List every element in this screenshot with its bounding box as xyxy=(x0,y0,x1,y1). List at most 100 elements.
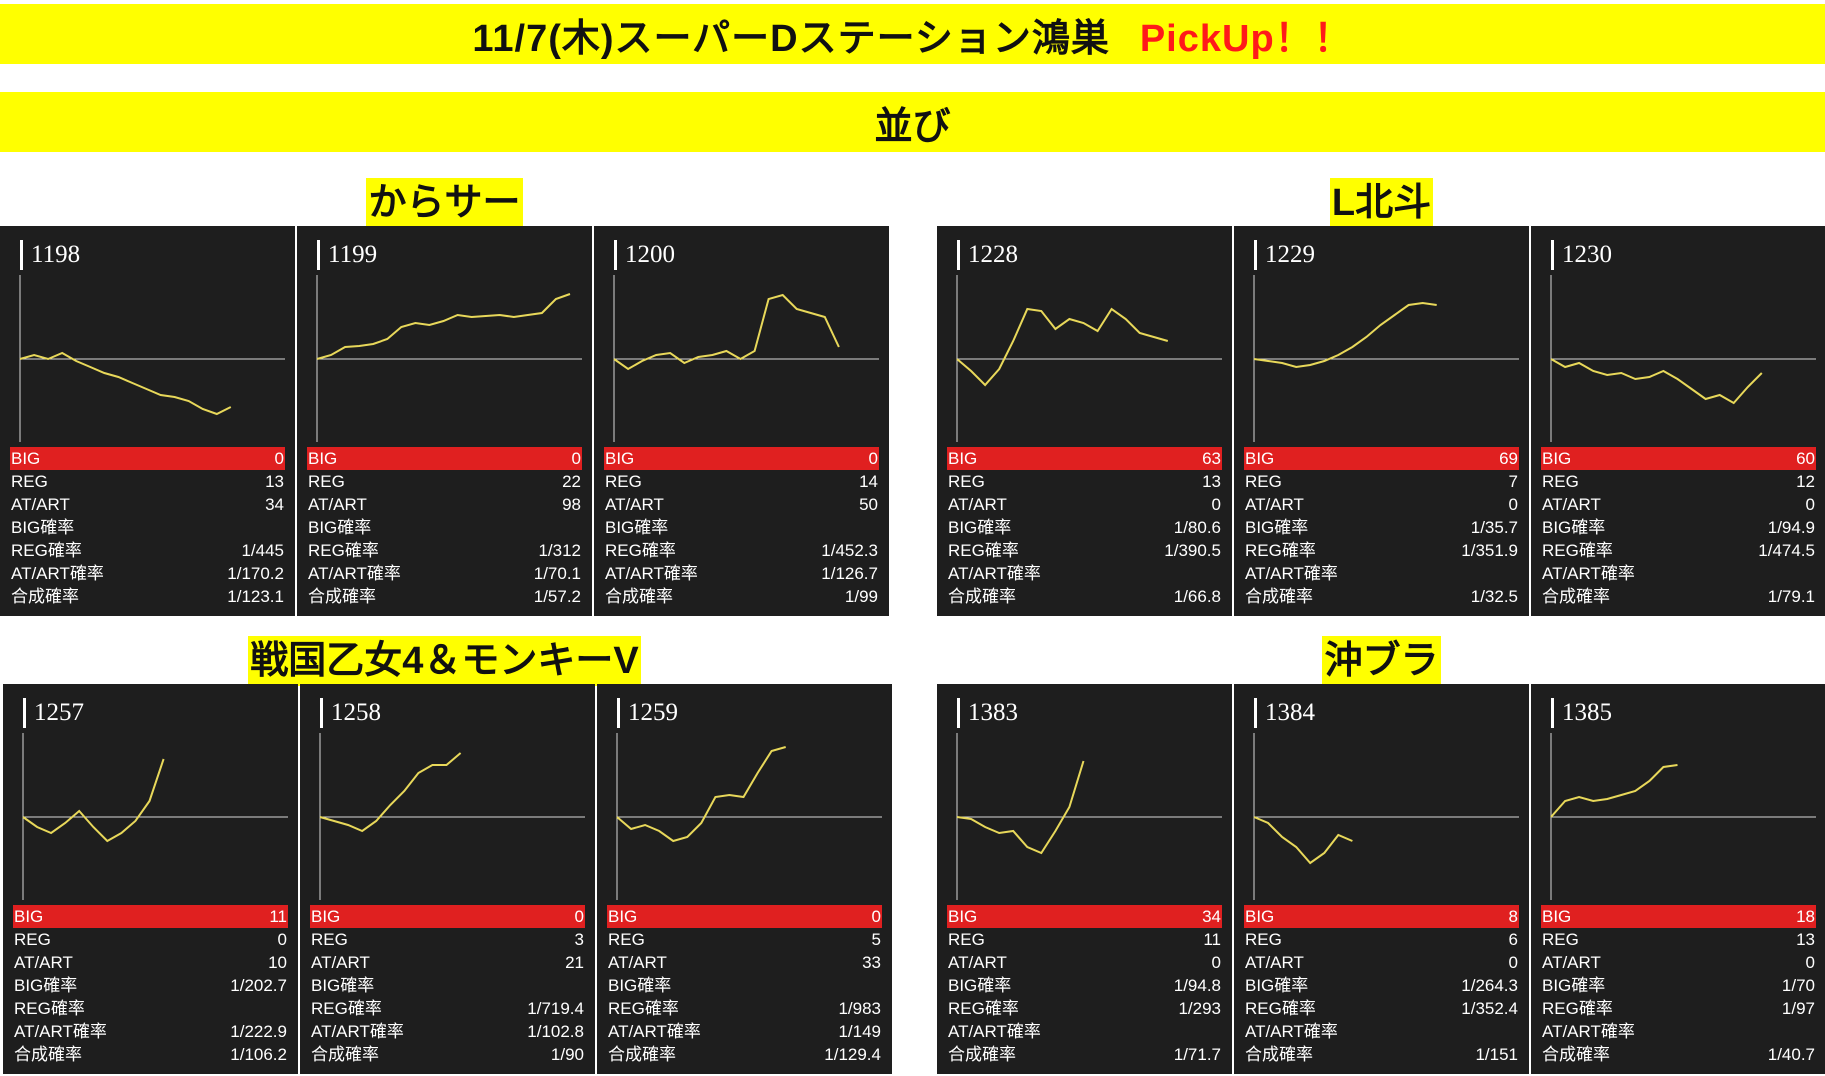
stat-row: BIG 34 xyxy=(947,905,1222,928)
stat-row: BIG確率 1/35.7 xyxy=(1244,516,1519,539)
slump-graph xyxy=(616,733,882,900)
stat-label: AT/ART xyxy=(1245,953,1304,972)
slump-line xyxy=(1550,764,1678,818)
stat-label: AT/ART確率 xyxy=(311,1022,404,1041)
stat-value: 1/106.2 xyxy=(230,1045,287,1064)
stat-value: 34 xyxy=(1202,907,1221,926)
machine-panel[interactable]: 1257 BIG 11 REG 0 AT/ART 10 BIG確率 1/202.7 REG確率 AT… xyxy=(3,684,298,1074)
stat-label: BIG xyxy=(308,449,338,468)
stat-label: AT/ART確率 xyxy=(605,564,698,583)
slump-line xyxy=(613,293,840,371)
stat-label: 合成確率 xyxy=(605,587,673,606)
machine-panel[interactable]: 1258 BIG 0 REG 3 AT/ART 21 BIG確率 REG確率 1/719.4 AT/… xyxy=(300,684,595,1074)
stat-label: REG確率 xyxy=(608,999,679,1018)
stat-label: AT/ART xyxy=(11,495,70,514)
stat-label: 合成確率 xyxy=(11,587,79,606)
stat-value: 0 xyxy=(277,930,287,949)
stat-label: 合成確率 xyxy=(948,587,1016,606)
header-banner: 11/7(木)スーパーDステーション鴻巣 PickUp！！ xyxy=(0,4,1825,64)
stat-value: 1/149 xyxy=(838,1022,881,1041)
stat-row: BIG確率 xyxy=(307,516,582,539)
stat-label: AT/ART xyxy=(14,953,73,972)
slump-graph xyxy=(22,733,288,900)
stat-value: 1/90 xyxy=(550,1045,584,1064)
stat-label: BIG xyxy=(948,907,978,926)
stat-value: 1/983 xyxy=(838,999,881,1018)
stat-value: 1/40.7 xyxy=(1767,1045,1815,1064)
stat-row: AT/ART確率 xyxy=(1541,1020,1816,1043)
machine-number: 1259 xyxy=(617,698,678,728)
machine-panel[interactable]: 1259 BIG 0 REG 5 AT/ART 33 BIG確率 REG確率 1/983 AT/AR… xyxy=(597,684,892,1074)
stat-row: AT/ART確率 1/70.1 xyxy=(307,562,582,585)
slump-line xyxy=(1550,358,1763,405)
machine-panel[interactable]: 1384 BIG 8 REG 6 AT/ART 0 BIG確率 1/264.3 REG確率 1/35… xyxy=(1234,684,1529,1074)
stat-label: 合成確率 xyxy=(1542,587,1610,606)
machine-panel[interactable]: 1385 BIG 18 REG 13 AT/ART 0 BIG確率 1/70 REG確率 1/97 A… xyxy=(1531,684,1825,1074)
stat-value: 1/719.4 xyxy=(527,999,584,1018)
slump-graph xyxy=(956,275,1222,442)
stat-row: REG確率 1/474.5 xyxy=(1541,539,1816,562)
stat-label: BIG確率 xyxy=(14,976,78,995)
stat-label: AT/ART確率 xyxy=(14,1022,107,1041)
machine-panel[interactable]: 1229 BIG 69 REG 7 AT/ART 0 BIG確率 1/35.7 REG確率 1/35… xyxy=(1234,226,1529,616)
stat-row: BIG 0 xyxy=(307,447,582,470)
stat-label: REG確率 xyxy=(1542,999,1613,1018)
machine-panel[interactable]: 1230 BIG 60 REG 12 AT/ART 0 BIG確率 1/94.9 REG確率 1/4… xyxy=(1531,226,1825,616)
stat-label: REG xyxy=(948,472,985,491)
stats-table: BIG 0 REG 22 AT/ART 98 BIG確率 REG確率 1/312 AT/ART確率… xyxy=(307,447,582,608)
stat-label: AT/ART確率 xyxy=(1542,564,1635,583)
machine-panel[interactable]: 1198 BIG 0 REG 13 AT/ART 34 BIG確率 REG確率 1/445 AT/A… xyxy=(0,226,295,616)
stat-label: AT/ART確率 xyxy=(948,1022,1041,1041)
stat-label: REG xyxy=(1542,930,1579,949)
machine-number: 1384 xyxy=(1254,698,1315,728)
stat-value: 50 xyxy=(859,495,878,514)
stat-row: REG 13 xyxy=(1541,928,1816,951)
machine-row: 1257 BIG 11 REG 0 AT/ART 10 BIG確率 1/202.7 REG確率 AT… xyxy=(3,684,892,1074)
stat-row: 合成確率 1/40.7 xyxy=(1541,1043,1816,1066)
stat-row: AT/ART 34 xyxy=(10,493,285,516)
stat-value: 18 xyxy=(1796,907,1815,926)
stat-label: REG確率 xyxy=(1245,999,1316,1018)
stat-row: BIG 69 xyxy=(1244,447,1519,470)
stat-row: BIG確率 xyxy=(604,516,879,539)
stat-label: REG xyxy=(608,930,645,949)
stat-label: AT/ART確率 xyxy=(1542,1022,1635,1041)
subheader-title: 並び xyxy=(874,105,951,148)
stat-value: 34 xyxy=(265,495,284,514)
stat-label: AT/ART確率 xyxy=(948,564,1041,583)
stat-row: REG確率 1/351.9 xyxy=(1244,539,1519,562)
stat-value: 0 xyxy=(1211,953,1221,972)
stat-value: 12 xyxy=(1796,472,1815,491)
stat-row: REG確率 1/983 xyxy=(607,997,882,1020)
stat-value: 3 xyxy=(574,930,584,949)
stat-label: REG確率 xyxy=(948,999,1019,1018)
stat-row: REG 13 xyxy=(947,470,1222,493)
slump-graph xyxy=(19,275,285,442)
stat-row: AT/ART 0 xyxy=(1244,951,1519,974)
stat-row: BIG確率 1/94.9 xyxy=(1541,516,1816,539)
stat-label: BIG確率 xyxy=(948,518,1012,537)
stat-value: 63 xyxy=(1202,449,1221,468)
stat-label: AT/ART xyxy=(948,953,1007,972)
machine-row: 1228 BIG 63 REG 13 AT/ART 0 BIG確率 1/80.6 REG確率 1/3… xyxy=(937,226,1825,616)
machine-panel[interactable]: 1228 BIG 63 REG 13 AT/ART 0 BIG確率 1/80.6 REG確率 1/3… xyxy=(937,226,1232,616)
machine-panel[interactable]: 1200 BIG 0 REG 14 AT/ART 50 BIG確率 REG確率 1/452.3 AT… xyxy=(594,226,889,616)
machine-number: 1257 xyxy=(23,698,84,728)
stat-row: 合成確率 1/106.2 xyxy=(13,1043,288,1066)
stat-row: 合成確率 1/32.5 xyxy=(1244,585,1519,608)
stat-value: 21 xyxy=(565,953,584,972)
stats-table: BIG 0 REG 14 AT/ART 50 BIG確率 REG確率 1/452.3 AT/ART… xyxy=(604,447,879,608)
stat-label: 合成確率 xyxy=(608,1045,676,1064)
stat-value: 0 xyxy=(1508,495,1518,514)
stat-row: BIG 63 xyxy=(947,447,1222,470)
machine-panel[interactable]: 1199 BIG 0 REG 22 AT/ART 98 BIG確率 REG確率 1/312 AT/A… xyxy=(297,226,592,616)
stat-label: REG xyxy=(311,930,348,949)
stat-row: AT/ART確率 1/170.2 xyxy=(10,562,285,585)
stat-label: REG xyxy=(11,472,48,491)
stat-label: AT/ART確率 xyxy=(11,564,104,583)
stat-row: REG 7 xyxy=(1244,470,1519,493)
stat-row: REG 3 xyxy=(310,928,585,951)
slump-line xyxy=(956,760,1085,855)
stat-label: BIG xyxy=(948,449,978,468)
machine-panel[interactable]: 1383 BIG 34 REG 11 AT/ART 0 BIG確率 1/94.8 REG確率 1/2… xyxy=(937,684,1232,1074)
